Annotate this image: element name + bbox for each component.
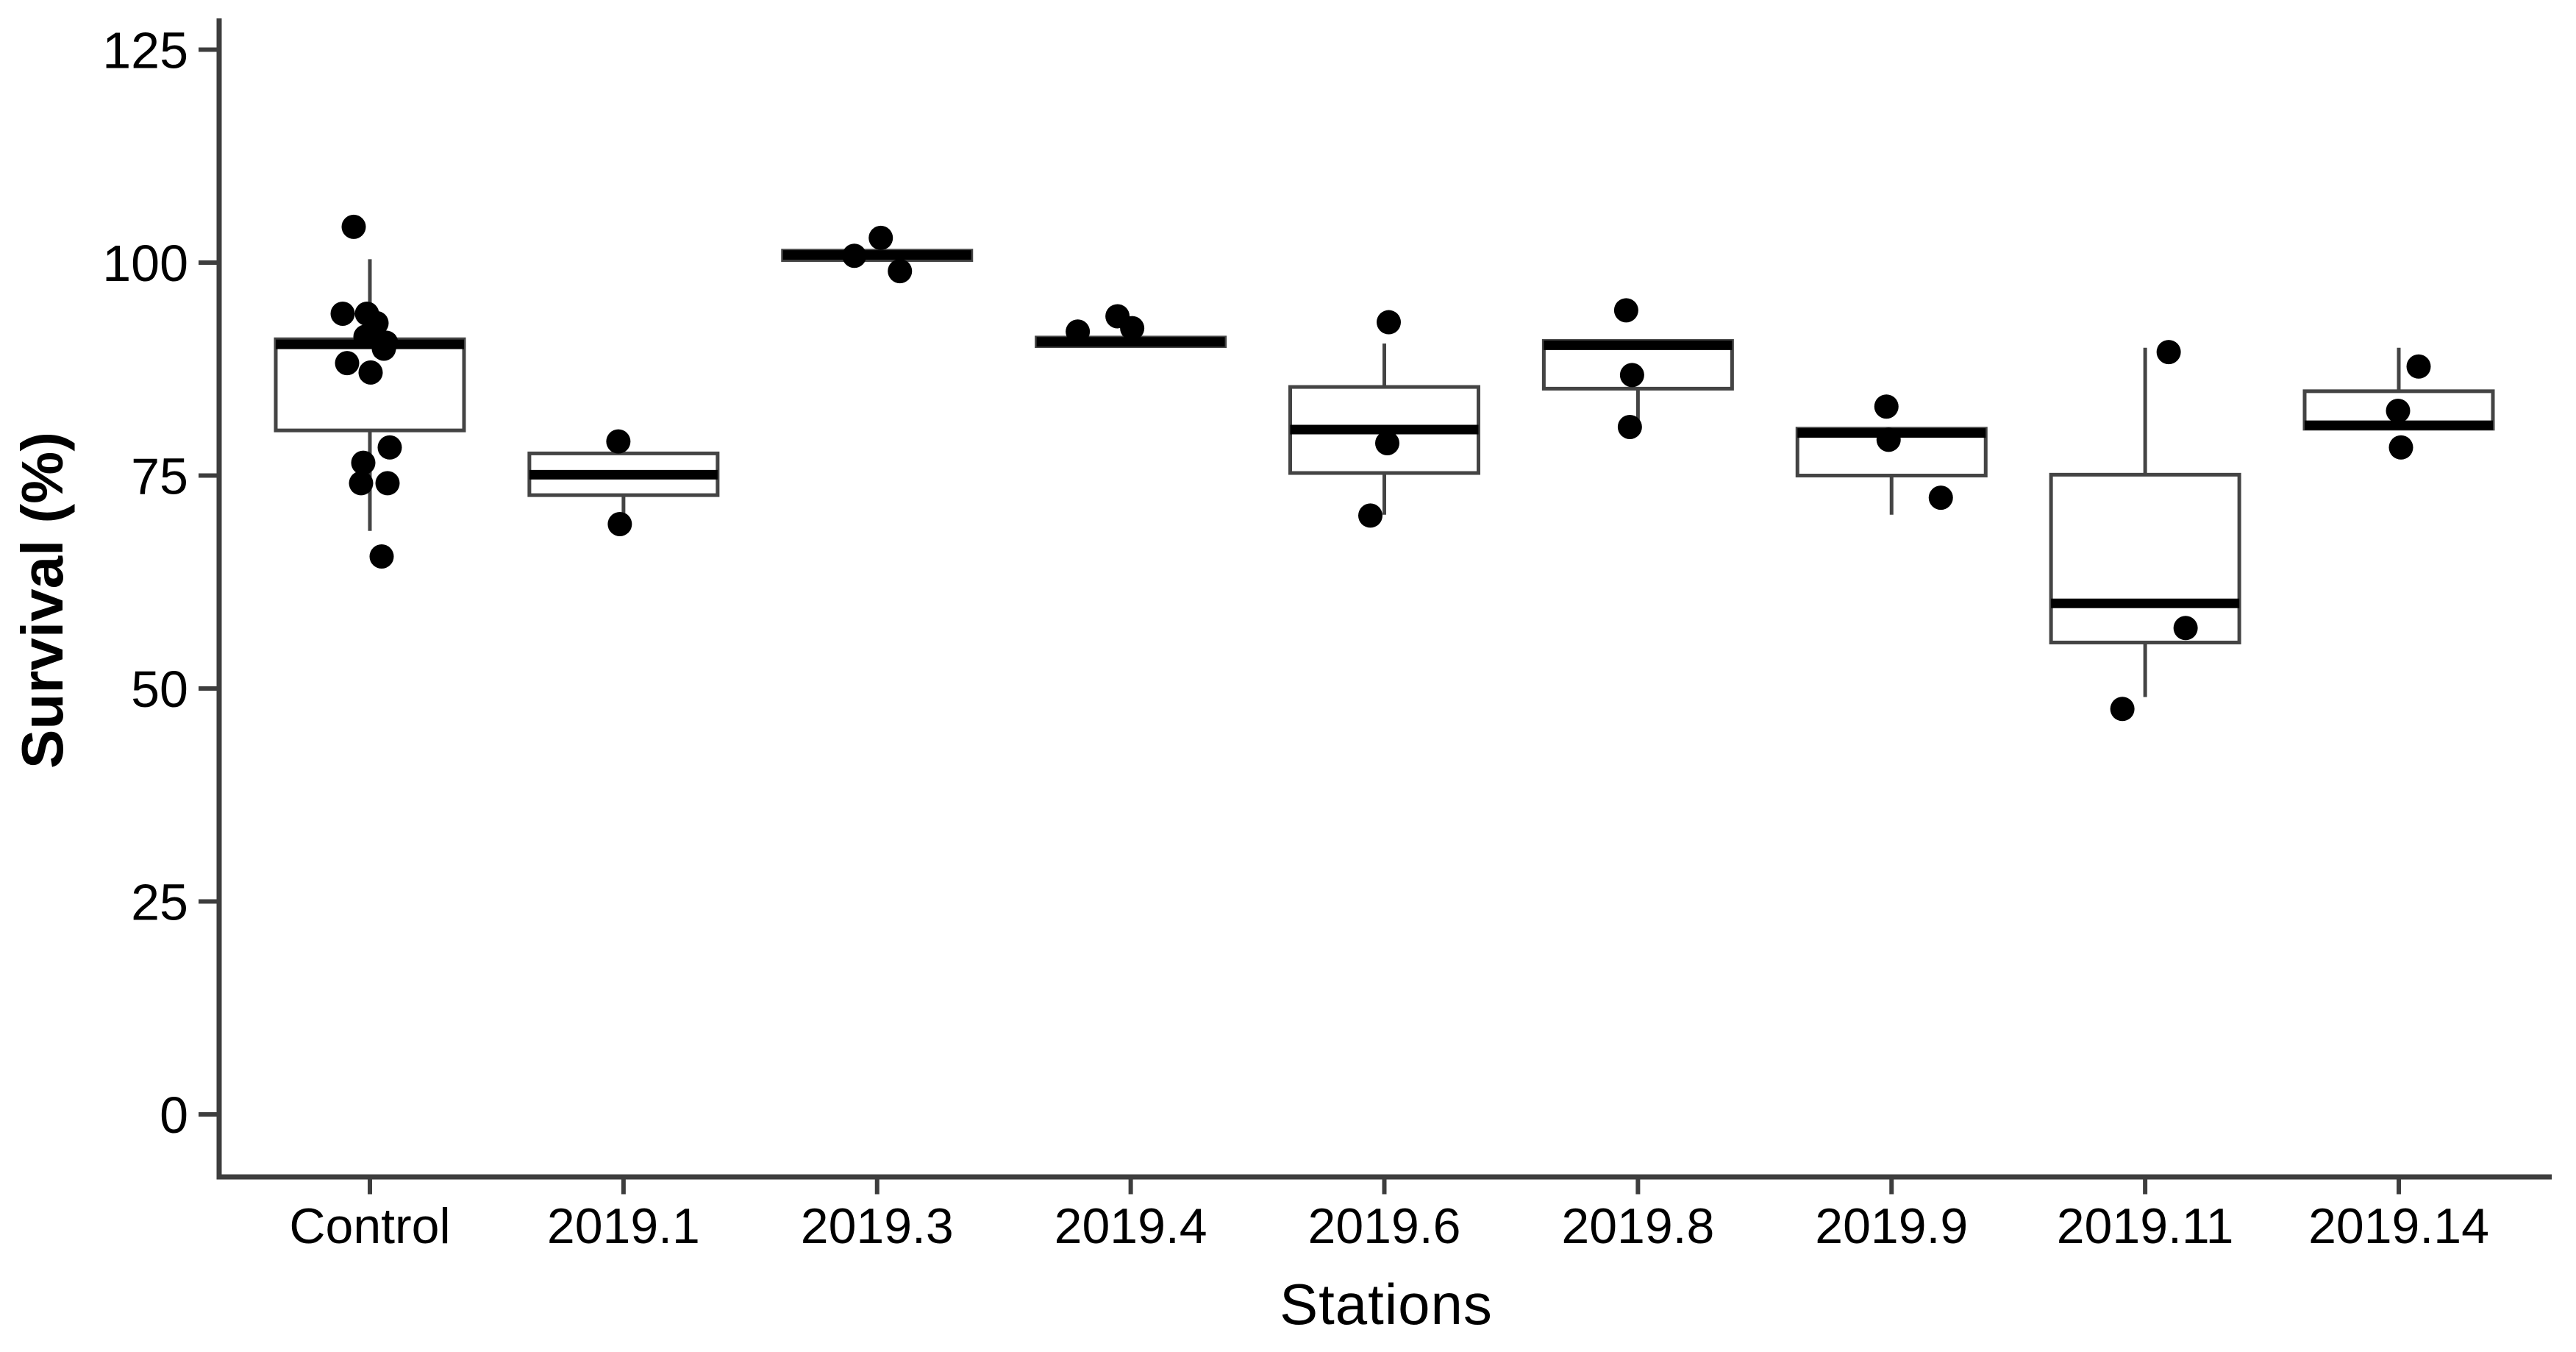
x-tick-label: 2019.1 <box>547 1198 700 1254</box>
data-point <box>2156 340 2181 365</box>
y-axis-title: Survival (%) <box>10 432 75 769</box>
y-tick-label: 125 <box>102 22 188 79</box>
iqr-box <box>274 337 466 433</box>
y-tick-label: 25 <box>131 874 188 931</box>
data-point <box>1876 427 1901 452</box>
data-point <box>1358 503 1382 528</box>
data-point <box>2173 616 2198 641</box>
data-point <box>1613 298 1638 323</box>
y-tick-label: 50 <box>131 661 188 718</box>
data-point <box>868 225 893 250</box>
data-point <box>2406 354 2431 379</box>
data-point <box>1617 414 1642 439</box>
data-point <box>888 259 913 284</box>
data-point <box>341 214 366 239</box>
x-tick-label: 2019.8 <box>1561 1198 1714 1254</box>
data-point <box>1066 319 1091 344</box>
y-tick-label: 100 <box>102 235 188 292</box>
data-point <box>349 471 374 496</box>
data-point <box>1928 485 1953 510</box>
data-point <box>606 429 631 454</box>
data-point <box>1120 316 1145 341</box>
x-tick-label: 2019.11 <box>2057 1198 2234 1254</box>
x-tick-label: 2019.4 <box>1055 1198 1207 1254</box>
x-tick-label: Control <box>289 1198 450 1254</box>
data-point <box>1874 394 1899 419</box>
x-tick-label: 2019.9 <box>1815 1198 1968 1254</box>
x-tick-label: 2019.14 <box>2308 1198 2489 1254</box>
x-tick-label: 2019.6 <box>1308 1198 1461 1254</box>
data-point <box>607 512 632 537</box>
data-point <box>2110 697 2135 722</box>
data-point <box>369 544 394 569</box>
data-point <box>1375 430 1399 455</box>
data-point <box>375 471 400 496</box>
data-point <box>351 450 376 475</box>
data-point <box>1619 363 1644 388</box>
data-point <box>371 336 396 361</box>
x-tick-label: 2019.3 <box>801 1198 954 1254</box>
x-axis-title: Stations <box>1280 1272 1493 1337</box>
data-point <box>2388 435 2413 460</box>
data-point <box>1377 310 1401 335</box>
y-tick-label: 75 <box>131 448 188 505</box>
y-tick-label: 0 <box>160 1086 188 1144</box>
data-point <box>358 360 383 385</box>
data-point <box>330 301 355 326</box>
data-point <box>842 243 867 268</box>
data-point <box>353 324 378 349</box>
data-point <box>2386 398 2411 423</box>
data-point <box>335 351 360 376</box>
iqr-box <box>2049 472 2241 644</box>
data-point <box>377 435 402 460</box>
